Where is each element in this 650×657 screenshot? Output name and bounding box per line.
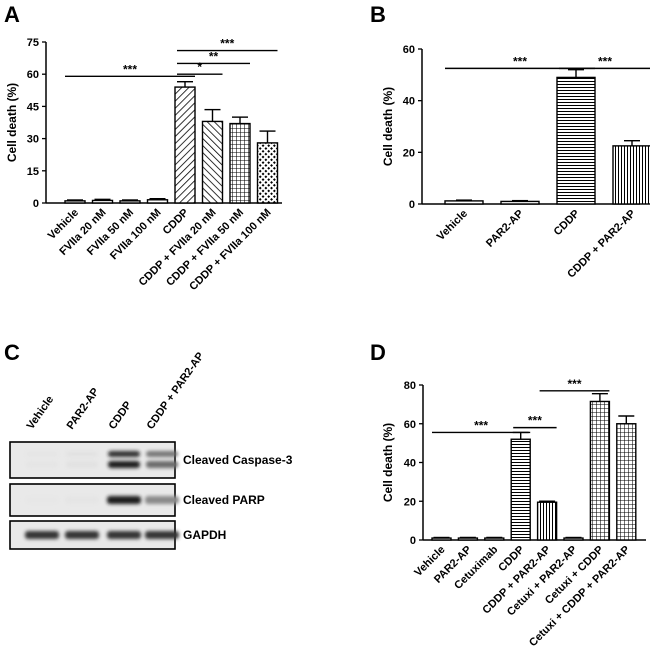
blot-lane-label-3: CDDP + PAR2-AP [145,350,207,431]
blot-band-1-1 [65,496,99,504]
blot-band-0-3-lower [146,461,178,468]
western-blot: Vehicle PAR2-AP CDDP CDDP + PAR2-AP Cleaved … [9,350,293,550]
bar-d-7 [616,423,637,541]
x-tick-label-b-1: PAR2-AP [484,208,526,250]
y-tick-label-d: 20 [404,496,416,508]
y-tick-label-b: 0 [409,199,415,211]
y-tick-label-a: 75 [27,37,39,49]
blot-band-1-3 [145,496,179,504]
panel-label-d: D [370,340,386,365]
y-tick-label-b: 60 [403,44,415,56]
y-tick-label-d: 0 [410,535,416,547]
y-tick-label-d: 60 [404,419,416,431]
y-axis-label-d: Cell death (%) [381,423,395,502]
y-tick-label-d: 40 [404,458,416,470]
bar-d-6 [589,400,611,541]
bar-d-5 [563,537,584,541]
y-tick-label-b: 40 [403,96,415,108]
bar-a-3 [146,199,169,204]
x-tick-label-b-2: CDDP [552,208,583,239]
blot-band-0-2-upper [108,451,140,457]
y-tick-label-a: 45 [27,101,39,113]
significance-label-a-3: *** [220,37,234,51]
bar-a-2 [119,200,141,204]
blot-lane-label-2: CDDP [107,399,135,431]
bar-b-0 [444,200,484,205]
y-tick-label-b: 20 [403,147,415,159]
y-tick-label-a: 0 [33,198,39,210]
significance-label-d-1: *** [528,414,542,428]
bar-a-0 [64,200,86,204]
significance-label-d-2: *** [567,377,581,391]
y-axis-label-a: Cell death (%) [5,83,19,162]
blot-band-2-3 [145,531,179,539]
y-tick-label-a: 15 [27,166,39,178]
significance-label-d-0: *** [474,418,488,432]
blot-band-1-0 [25,496,59,504]
bar-b-1 [500,200,540,205]
blot-lane-label-1: PAR2-AP [65,386,102,432]
blot-lane-label-0: Vehicle [25,394,57,432]
x-tick-label-b-0: Vehicle [435,208,470,243]
blot-band-2-1 [65,531,99,539]
bar-d-3 [510,438,531,541]
blot-row-label-1: Cleaved PARP [183,493,265,507]
significance-label-a-1: * [197,60,202,74]
blot-band-2-2 [107,531,141,539]
blot-band-2-0 [25,531,59,539]
y-tick-label-d: 80 [404,380,416,392]
blot-panel-0 [9,441,176,479]
blot-band-0-2-lower [108,461,140,468]
bar-a-7 [256,142,279,204]
significance-label-b-0: *** [513,54,527,68]
blot-row-label-0: Cleaved Caspase-3 [183,453,293,467]
y-axis-label-b: Cell death (%) [381,87,395,166]
blot-band-0-1-lower [66,461,98,468]
bar-d-0 [431,537,452,541]
blot-band-0-3-upper [146,451,178,457]
significance-label-a-2: ** [209,49,219,63]
bar-a-1 [91,199,114,204]
blot-band-0-1-upper [66,451,98,457]
bar-d-4 [536,501,558,541]
significance-label-a-0: *** [123,62,137,76]
bar-a-4 [174,86,196,204]
panel-label-b: B [370,2,386,27]
bar-d-1 [457,537,479,541]
bar-a-6 [229,122,251,204]
blot-band-1-2 [107,496,141,504]
panel-label-a: A [4,2,20,27]
blot-band-0-0-upper [26,451,58,457]
y-tick-label-a: 60 [27,69,39,81]
panel-label-c: C [4,340,20,365]
significance-label-b-1: *** [598,54,612,68]
y-tick-label-a: 30 [27,134,39,146]
bar-a-5 [201,120,224,204]
bar-d-2 [484,537,505,541]
blot-band-0-0-lower [26,461,58,468]
bar-b-3 [612,145,650,205]
bar-b-2 [556,76,596,205]
blot-row-label-2: GAPDH [183,528,226,542]
